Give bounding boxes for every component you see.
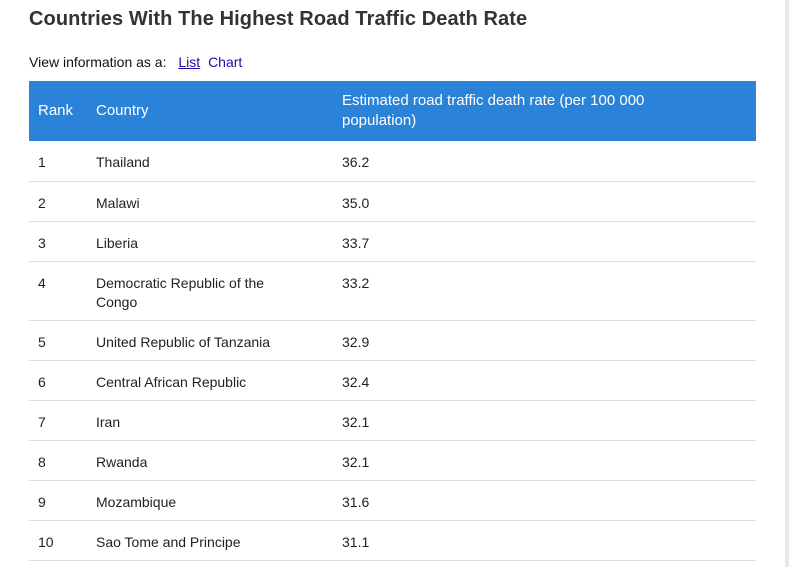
rate-cell: 33.7 bbox=[342, 221, 756, 262]
page-title: Countries With The Highest Road Traffic … bbox=[29, 8, 528, 30]
rate-cell: 33.2 bbox=[342, 261, 756, 321]
rank-cell: 3 bbox=[29, 221, 96, 262]
country-cell: Thailand bbox=[96, 141, 342, 182]
rate-cell: 31.6 bbox=[342, 480, 756, 521]
view-options-label: View information as a: bbox=[29, 54, 167, 70]
country-cell: Iran bbox=[96, 400, 342, 441]
country-cell: Democratic Republic of the Congo bbox=[96, 261, 342, 321]
header-country[interactable]: Country bbox=[96, 102, 149, 119]
scrollbar-track[interactable] bbox=[785, 0, 789, 567]
view-options: View information as a: List Chart bbox=[29, 54, 242, 70]
country-cell: Mozambique bbox=[96, 480, 342, 521]
data-table: Rank Country Estimated road traffic deat… bbox=[29, 81, 756, 561]
table-row: 9 Mozambique 31.6 bbox=[29, 480, 756, 521]
rate-cell: 35.0 bbox=[342, 181, 756, 222]
rank-cell: 4 bbox=[29, 261, 96, 321]
table-row: 1 Thailand 36.2 bbox=[29, 141, 756, 182]
rate-cell: 31.1 bbox=[342, 520, 756, 561]
rate-cell: 32.1 bbox=[342, 440, 756, 481]
country-cell: Malawi bbox=[96, 181, 342, 222]
table-row: 10 Sao Tome and Principe 31.1 bbox=[29, 520, 756, 561]
rate-cell: 32.1 bbox=[342, 400, 756, 441]
list-view-link[interactable]: List bbox=[178, 54, 201, 70]
rate-cell: 36.2 bbox=[342, 141, 756, 182]
country-cell: Liberia bbox=[96, 221, 342, 262]
data-table-container: Rank Country Estimated road traffic deat… bbox=[29, 81, 756, 561]
country-cell: Rwanda bbox=[96, 440, 342, 481]
country-cell: Central African Republic bbox=[96, 360, 342, 401]
rank-cell: 7 bbox=[29, 400, 96, 441]
rate-cell: 32.9 bbox=[342, 320, 756, 361]
rank-cell: 10 bbox=[29, 520, 96, 561]
table-header-row: Rank Country Estimated road traffic deat… bbox=[29, 81, 756, 141]
rate-cell: 32.4 bbox=[342, 360, 756, 401]
rank-cell: 9 bbox=[29, 480, 96, 521]
table-row: 6 Central African Republic 32.4 bbox=[29, 360, 756, 401]
header-death-rate[interactable]: Estimated road traffic death rate (per 1… bbox=[342, 92, 645, 129]
header-rank[interactable]: Rank bbox=[38, 102, 74, 119]
table-row: 5 United Republic of Tanzania 32.9 bbox=[29, 320, 756, 361]
table-row: 4 Democratic Republic of the Congo 33.2 bbox=[29, 261, 756, 321]
table-row: 7 Iran 32.1 bbox=[29, 400, 756, 441]
rank-cell: 8 bbox=[29, 440, 96, 481]
rank-cell: 2 bbox=[29, 181, 96, 222]
rank-cell: 6 bbox=[29, 360, 96, 401]
table-row: 8 Rwanda 32.1 bbox=[29, 440, 756, 481]
table-row: 2 Malawi 35.0 bbox=[29, 181, 756, 222]
country-cell: United Republic of Tanzania bbox=[96, 320, 342, 361]
rank-cell: 5 bbox=[29, 320, 96, 361]
country-cell: Sao Tome and Principe bbox=[96, 520, 342, 561]
table-row: 3 Liberia 33.7 bbox=[29, 221, 756, 262]
rank-cell: 1 bbox=[29, 141, 96, 182]
chart-view-link[interactable]: Chart bbox=[208, 54, 243, 70]
